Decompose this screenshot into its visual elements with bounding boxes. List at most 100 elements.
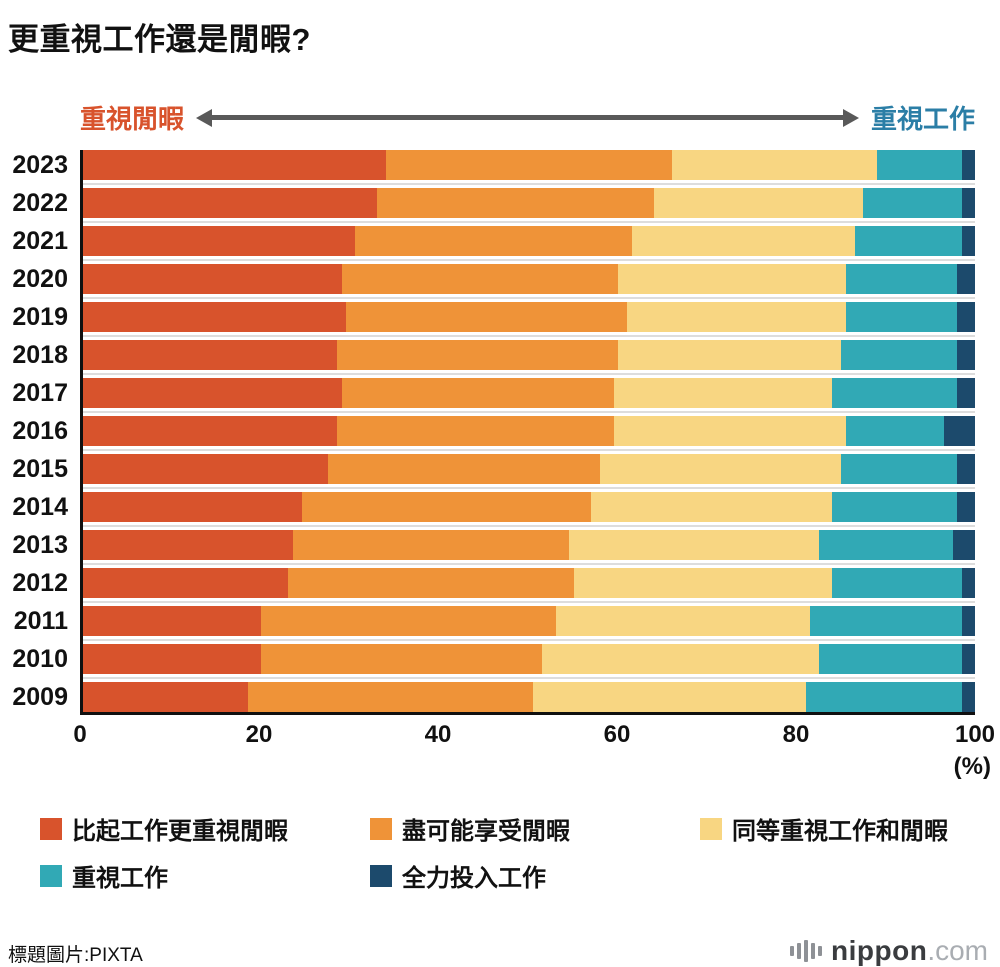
bar-row <box>83 226 975 261</box>
bar-segment <box>83 150 387 180</box>
bar-segment <box>83 302 347 332</box>
bar-segment <box>671 150 877 180</box>
bar-row <box>83 340 975 375</box>
bar-segment <box>533 682 806 712</box>
bar-segment <box>301 492 592 522</box>
bar-segment <box>555 606 810 636</box>
legend-label: 全力投入工作 <box>402 865 546 892</box>
bar-row <box>83 644 975 679</box>
logo-text-main: nippon <box>831 935 928 966</box>
bar-segment <box>591 492 833 522</box>
x-tick-label: 0 <box>73 721 87 748</box>
work-axis-label: 重視工作 <box>870 104 975 134</box>
chart-page: 更重視工作還是閒暇? 重視閒暇 重視工作 2023 2022 2021 2020 201… <box>0 14 1000 966</box>
bar-segment <box>613 416 846 446</box>
year-label: 2019 <box>12 303 68 331</box>
bar-row <box>83 530 975 565</box>
year-label: 2023 <box>12 151 68 179</box>
bar-row <box>83 150 975 185</box>
bar-segment <box>83 606 262 636</box>
year-label: 2014 <box>12 493 68 521</box>
year-label: 2011 <box>13 607 68 635</box>
bar-segment <box>355 226 632 256</box>
x-tick-label: 40 <box>424 721 452 748</box>
bar-segment <box>83 378 342 408</box>
bar-row <box>83 188 975 223</box>
bar-segment <box>248 682 534 712</box>
legend-item: 同等重視工作和閒暇 <box>700 811 1000 846</box>
double-arrow <box>196 108 859 127</box>
x-axis-unit: (%) <box>953 753 991 780</box>
bar-segment <box>337 340 619 370</box>
legend-label: 盡可能享受閒暇 <box>402 818 570 845</box>
bar-segment <box>346 302 628 332</box>
x-tick-label: 20 <box>245 721 273 748</box>
bar-segment <box>845 416 944 446</box>
bar-row <box>83 378 975 413</box>
bar-segment <box>841 340 958 370</box>
bar-segment <box>653 188 864 218</box>
bar-segment <box>288 568 574 598</box>
bar-segment <box>876 150 962 180</box>
bar-segment <box>961 226 975 256</box>
page-title: 更重視工作還是閒暇? <box>8 22 311 57</box>
bar-segment <box>961 150 975 180</box>
year-label: 2016 <box>12 417 68 445</box>
legend-label: 重視工作 <box>72 865 168 892</box>
legend-swatch <box>40 864 62 887</box>
bar-segment <box>961 682 975 712</box>
year-label: 2013 <box>12 531 68 559</box>
year-label: 2012 <box>12 569 68 597</box>
bar-segment <box>818 644 962 674</box>
bar-segment <box>961 188 975 218</box>
year-label: 2021 <box>12 227 68 255</box>
bar-segment <box>805 682 962 712</box>
bar-segment <box>957 454 975 484</box>
nippon-logo-icon <box>790 940 823 962</box>
bar-segment <box>952 530 975 560</box>
bar-segment <box>957 492 975 522</box>
legend-swatch <box>40 817 62 840</box>
legend-item: 比起工作更重視閒暇 <box>40 811 370 846</box>
bar-segment <box>261 644 543 674</box>
bar-segment <box>627 302 846 332</box>
bar-segment <box>341 378 614 408</box>
x-tick-label: 80 <box>782 721 810 748</box>
legend-item: 盡可能享受閒暇 <box>370 811 700 846</box>
bar-segment <box>832 492 958 522</box>
x-axis: (%) 0 20 40 60 80 100 <box>73 715 995 787</box>
bar-segment <box>83 264 342 294</box>
bar-segment <box>957 340 975 370</box>
bar-row <box>83 568 975 603</box>
x-tick-label: 60 <box>603 721 631 748</box>
bar-row <box>83 454 975 489</box>
bar-segment <box>618 340 842 370</box>
bar-segment <box>818 530 953 560</box>
bar-segment <box>961 606 975 636</box>
legend-swatch <box>700 817 722 840</box>
bar-segment <box>631 226 855 256</box>
bar-segment <box>337 416 614 446</box>
leisure-axis-label: 重視閒暇 <box>80 104 185 134</box>
chart-legend: 比起工作更重視閒暇 盡可能享受閒暇 同等重視工作和閒暇重視工作 全力投入工作 <box>0 811 1000 893</box>
footer: 標題圖片:PIXTA nippon .com <box>8 935 988 967</box>
legend-item: 全力投入工作 <box>370 858 700 893</box>
bar-segment <box>83 416 338 446</box>
plot-area <box>80 150 975 715</box>
year-label: 2009 <box>12 683 68 711</box>
bar-segment <box>957 264 975 294</box>
bar-segment <box>292 530 570 560</box>
bar-segment <box>600 454 842 484</box>
bar-segment <box>83 226 356 256</box>
right-arrowhead-icon <box>842 108 859 127</box>
bar-row <box>83 682 975 712</box>
year-label: 2015 <box>12 455 68 483</box>
bar-segment <box>961 568 975 598</box>
bar-segment <box>841 454 958 484</box>
nippon-com-logo: nippon .com <box>790 935 988 967</box>
bar-segment <box>863 188 962 218</box>
stacked-bar-chart: 2023 2022 2021 2020 2019 2018 2017 2016 2015 2014… <box>0 150 975 715</box>
bar-segment <box>83 188 378 218</box>
bar-segment <box>261 606 556 636</box>
bar-segment <box>845 264 958 294</box>
